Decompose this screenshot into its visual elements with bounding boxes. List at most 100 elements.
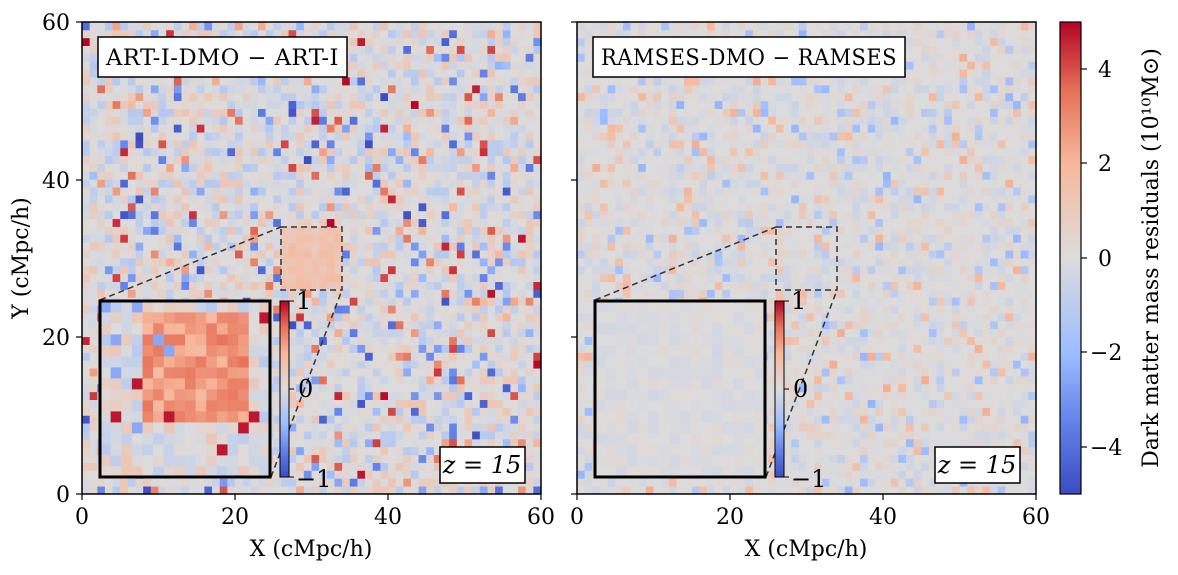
heatmap-cell — [196, 77, 205, 86]
heatmap-cell — [163, 345, 175, 357]
heatmap-cell — [449, 313, 458, 322]
heatmap-cell — [212, 147, 221, 157]
heatmap-cell — [388, 69, 397, 78]
heatmap-cell — [472, 234, 481, 243]
heatmap-cell — [334, 486, 343, 495]
heatmap-cell — [433, 352, 442, 361]
heatmap-cell — [342, 171, 351, 180]
heatmap-cell — [265, 195, 274, 204]
heatmap-cell — [783, 368, 792, 377]
heatmap-cell — [464, 179, 473, 188]
heatmap-cell — [326, 281, 335, 290]
heatmap-cell — [479, 202, 488, 212]
heatmap-cell — [273, 360, 282, 369]
heatmap-cell — [577, 391, 586, 400]
heatmap-cell — [518, 218, 527, 227]
heatmap-cell — [577, 462, 586, 471]
heatmap-cell — [303, 305, 312, 314]
heatmap-cell — [791, 423, 800, 432]
heatmap-cell — [238, 433, 250, 445]
heatmap-cell — [153, 422, 165, 434]
heatmap-cell — [441, 344, 450, 353]
heatmap-cell — [495, 234, 504, 243]
heatmap-cell — [288, 250, 297, 259]
heatmap-cell — [257, 108, 266, 117]
panel-right: 1 0 −1 RAMSES-DMO − RAMSES z = 15 0 20 4… — [570, 21, 1050, 562]
heatmap-cell — [173, 486, 182, 495]
heatmap-cell — [235, 132, 244, 141]
heatmap-cell — [150, 155, 159, 164]
heatmap-cell — [905, 415, 914, 424]
heatmap-cell — [852, 407, 861, 416]
heatmap-cell — [372, 470, 381, 479]
heatmap-cell — [518, 297, 527, 306]
heatmap-cell — [342, 265, 351, 275]
heatmap-cell — [410, 22, 419, 31]
heatmap-cell — [464, 69, 473, 78]
heatmap-cell — [303, 77, 312, 86]
heatmap-cell — [890, 446, 899, 456]
heatmap-cell — [388, 313, 397, 322]
heatmap-cell — [464, 45, 473, 54]
heatmap-cell — [472, 250, 481, 259]
heatmap-cell — [120, 234, 129, 243]
heatmap-cell — [135, 226, 144, 235]
heatmap-cell — [326, 202, 335, 212]
heatmap-cell — [257, 273, 266, 282]
heatmap-cell — [433, 210, 442, 220]
heatmap-cell — [426, 234, 435, 243]
heatmap-cell — [814, 415, 823, 424]
heatmap-cell — [433, 407, 442, 416]
heatmap-cell — [158, 116, 167, 125]
heatmap-cell — [189, 124, 198, 133]
heatmap-cell — [365, 100, 374, 109]
heatmap-cell — [334, 281, 343, 290]
heatmap-cell — [112, 108, 121, 117]
heatmap-cell — [410, 407, 419, 416]
heatmap-cell — [196, 289, 205, 298]
heatmap-cell — [1028, 454, 1037, 463]
heatmap-cell — [303, 470, 312, 479]
heatmap-cell — [410, 226, 419, 235]
heatmap-cell — [798, 415, 807, 424]
heatmap-cell — [472, 22, 481, 31]
heatmap-cell — [89, 383, 98, 393]
heatmap-cell — [502, 423, 511, 432]
heatmap-cell — [349, 202, 358, 212]
heatmap-cell — [135, 202, 144, 212]
heatmap-cell — [388, 45, 397, 54]
heatmap-cell — [974, 376, 983, 385]
heatmap-cell — [791, 391, 800, 400]
heatmap-cell — [342, 289, 351, 298]
heatmap-cell — [775, 478, 784, 487]
heatmap-cell — [273, 289, 282, 298]
heatmap-cell — [235, 242, 244, 251]
heatmap-cell — [852, 368, 861, 377]
heatmap-cell — [342, 281, 351, 290]
heatmap-cell — [403, 179, 412, 188]
heatmap-cell — [206, 455, 218, 467]
heatmap-cell — [426, 100, 435, 109]
heatmap-cell — [607, 486, 616, 495]
heatmap-cell — [814, 391, 823, 400]
heatmap-cell — [418, 360, 427, 369]
heatmap-cell — [464, 171, 473, 180]
heatmap-cell — [296, 265, 305, 275]
heatmap-cell — [533, 281, 542, 290]
heatmap-cell — [135, 22, 144, 31]
heatmap-cell — [533, 195, 542, 204]
heatmap-cell — [212, 226, 221, 235]
heatmap-cell — [250, 140, 259, 149]
heatmap-cell — [510, 431, 519, 440]
heatmap-cell — [273, 132, 282, 141]
heatmap-cell — [349, 454, 358, 463]
heatmap-cell — [219, 218, 228, 227]
heatmap-cell — [518, 344, 527, 353]
heatmap-cell — [525, 446, 534, 456]
heatmap-cell — [173, 289, 182, 298]
heatmap-cell — [395, 132, 404, 141]
heatmap-cell — [296, 446, 305, 456]
heatmap-cell — [319, 218, 328, 227]
heatmap-cell — [296, 132, 305, 141]
heatmap-cell — [120, 486, 129, 495]
